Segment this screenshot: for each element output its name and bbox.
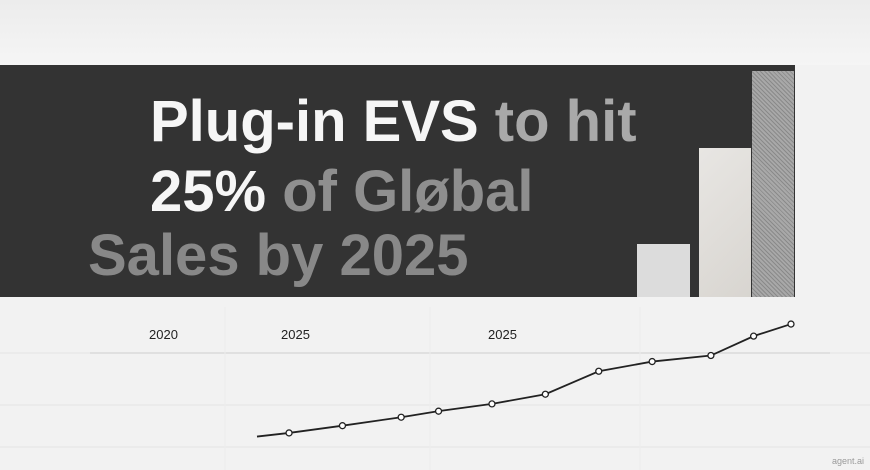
series-point <box>648 357 656 366</box>
series-point <box>541 390 550 398</box>
bar-small <box>637 244 690 297</box>
series-points <box>285 320 795 437</box>
series-point <box>749 332 758 340</box>
headline-line-2: 25% of Gløbal <box>150 163 534 221</box>
headline-line-3: Sales by 2025 <box>88 223 469 288</box>
bar-large <box>752 71 794 297</box>
headline-line-1-muted: to hit <box>478 89 637 154</box>
headline-line-1: Plug-in EVS to hit <box>150 93 637 151</box>
headline: Plug-in EVS to hit 25% of Gløbal Sales b… <box>0 65 795 297</box>
axis-label-2025-a: 2025 <box>281 327 310 342</box>
headline-line-1-strong: Plug-in EVS <box>150 89 479 154</box>
headline-line-2-muted: of Gløbal <box>266 159 534 224</box>
series-line <box>256 323 792 438</box>
series-point <box>595 367 603 375</box>
series-point <box>488 400 496 408</box>
series-point <box>787 320 795 328</box>
series-point <box>707 351 715 360</box>
axis-label-2020: 2020 <box>149 327 178 342</box>
series-point <box>434 407 443 415</box>
headline-line-2-strong: 25% <box>150 159 267 224</box>
background-texture <box>0 0 870 65</box>
bar-medium <box>699 148 751 297</box>
chart-grid <box>0 307 870 470</box>
watermark: agent.ai <box>831 456 864 466</box>
series-point <box>338 422 347 430</box>
line-chart: 2020 2025 2025 <box>0 297 870 470</box>
line-chart-canvas <box>0 307 870 470</box>
series-point <box>285 429 293 437</box>
series-point <box>397 413 405 421</box>
axis-label-2025-b: 2025 <box>488 327 517 342</box>
